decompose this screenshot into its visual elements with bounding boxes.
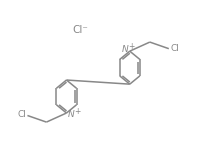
Text: N: N [68, 110, 74, 119]
Text: Cl: Cl [17, 110, 26, 119]
Text: Cl: Cl [170, 44, 179, 52]
Text: Cl⁻: Cl⁻ [72, 25, 88, 35]
Text: N: N [122, 45, 128, 54]
Text: +: + [129, 42, 135, 51]
Text: +: + [75, 107, 81, 116]
